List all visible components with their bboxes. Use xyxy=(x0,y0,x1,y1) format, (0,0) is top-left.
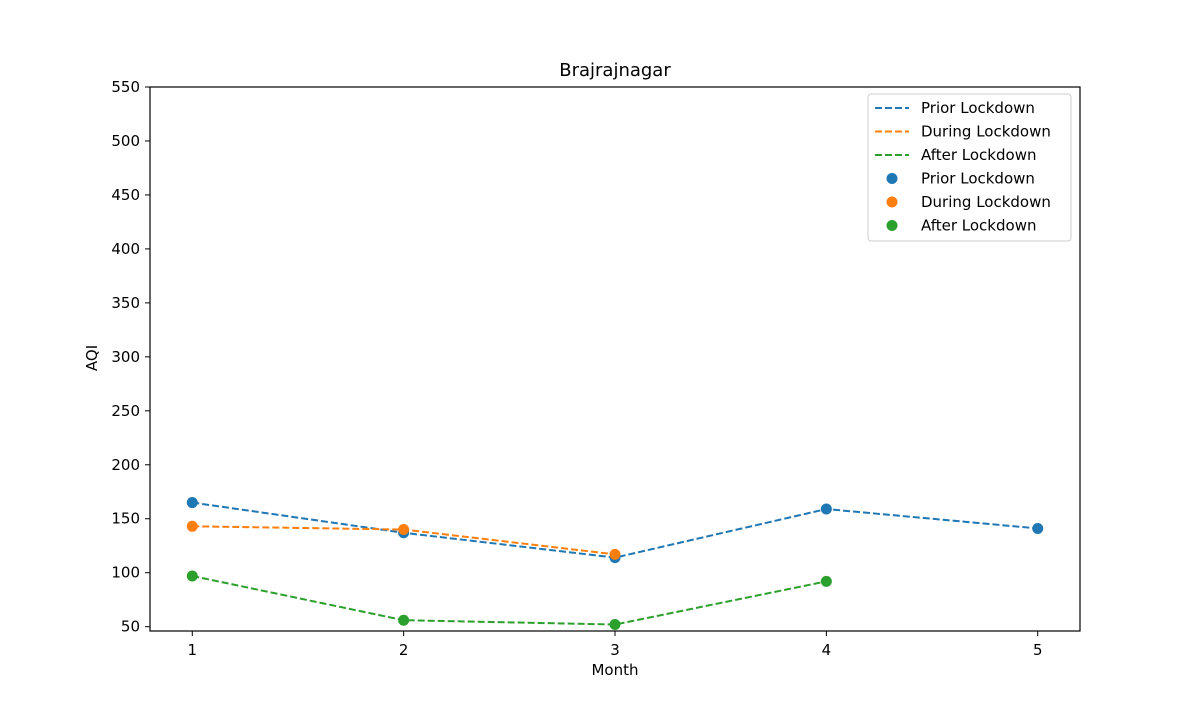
data-point-after-lockdown xyxy=(398,614,410,626)
x-tick-label: 3 xyxy=(610,641,620,659)
y-axis-label: AQI xyxy=(83,345,101,371)
data-point-prior-lockdown xyxy=(1032,522,1044,534)
data-point-after-lockdown xyxy=(609,619,621,631)
y-tick-label: 50 xyxy=(121,618,140,636)
legend-label-prior-lockdown: Prior Lockdown xyxy=(921,170,1035,188)
data-point-during-lockdown xyxy=(609,548,621,560)
y-tick-label: 550 xyxy=(111,78,140,96)
legend: Prior Lockdown During Lockdown After Lockd… xyxy=(867,93,1072,242)
series-layer xyxy=(186,497,1044,631)
data-point-prior-lockdown xyxy=(820,503,832,515)
y-tick-label: 200 xyxy=(111,456,140,474)
y-tick-label: 100 xyxy=(111,564,140,582)
chart-title: Brajrajnagar xyxy=(559,60,671,81)
series-line-after-lockdown xyxy=(192,574,827,626)
y-tick-label: 250 xyxy=(111,402,140,420)
y-tick-label: 350 xyxy=(111,294,140,312)
legend-label-after-lockdown: After Lockdown xyxy=(921,146,1036,164)
data-point-after-lockdown xyxy=(186,570,198,582)
legend-label-after-lockdown: After Lockdown xyxy=(921,217,1036,235)
x-tick-label: 2 xyxy=(399,641,409,659)
plot-frame xyxy=(149,86,1081,632)
legend-label-prior-lockdown: Prior Lockdown xyxy=(921,99,1035,117)
y-tick-label: 450 xyxy=(111,186,140,204)
y-tick-label: 400 xyxy=(111,240,140,258)
x-tick-label: 1 xyxy=(187,641,197,659)
y-tick-label: 150 xyxy=(111,510,140,528)
legend-label-during-lockdown: During Lockdown xyxy=(921,193,1051,211)
legend-marker-after-lockdown xyxy=(886,220,898,231)
data-point-during-lockdown xyxy=(398,524,410,536)
x-axis-label: Month xyxy=(591,661,638,679)
legend-label-during-lockdown: During Lockdown xyxy=(921,123,1051,141)
data-point-prior-lockdown xyxy=(186,497,198,509)
legend-marker-during-lockdown xyxy=(886,196,898,208)
y-tick-label: 500 xyxy=(111,132,140,150)
legend-box xyxy=(867,93,1072,242)
legend-marker-prior-lockdown xyxy=(886,173,898,184)
data-point-during-lockdown xyxy=(186,520,198,532)
x-tick-label: 4 xyxy=(822,641,832,659)
y-tick-label: 300 xyxy=(111,348,140,366)
data-point-after-lockdown xyxy=(820,575,832,587)
x-tick-label: 5 xyxy=(1033,641,1043,659)
